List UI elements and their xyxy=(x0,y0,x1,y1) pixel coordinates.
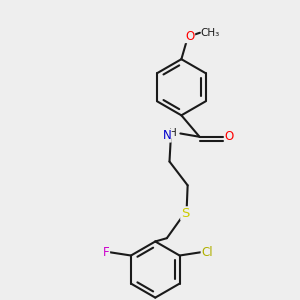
Text: O: O xyxy=(185,30,195,43)
Text: F: F xyxy=(103,246,110,259)
Text: Cl: Cl xyxy=(201,246,213,259)
Text: S: S xyxy=(181,207,189,220)
Text: H: H xyxy=(169,128,176,138)
Text: O: O xyxy=(225,130,234,142)
Text: CH₃: CH₃ xyxy=(200,28,220,38)
Text: N: N xyxy=(162,129,171,142)
